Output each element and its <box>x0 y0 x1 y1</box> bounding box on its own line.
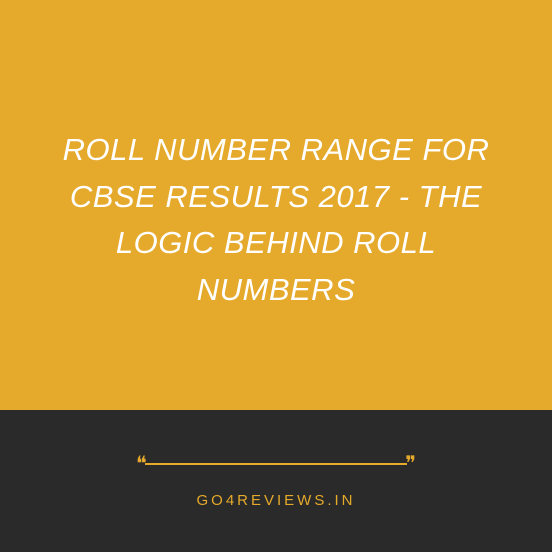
footer-brand: GO4REVIEWS.IN <box>196 492 355 509</box>
page-title: ROLL NUMBER RANGE FOR CBSE RESULTS 2017 … <box>50 127 502 313</box>
hero-section: ROLL NUMBER RANGE FOR CBSE RESULTS 2017 … <box>0 0 552 410</box>
footer-section: ❝ ❞ GO4REVIEWS.IN <box>0 410 552 552</box>
divider-line <box>145 463 407 465</box>
curl-right-icon: ❞ <box>405 454 416 474</box>
decorative-divider: ❝ ❞ <box>136 454 416 474</box>
